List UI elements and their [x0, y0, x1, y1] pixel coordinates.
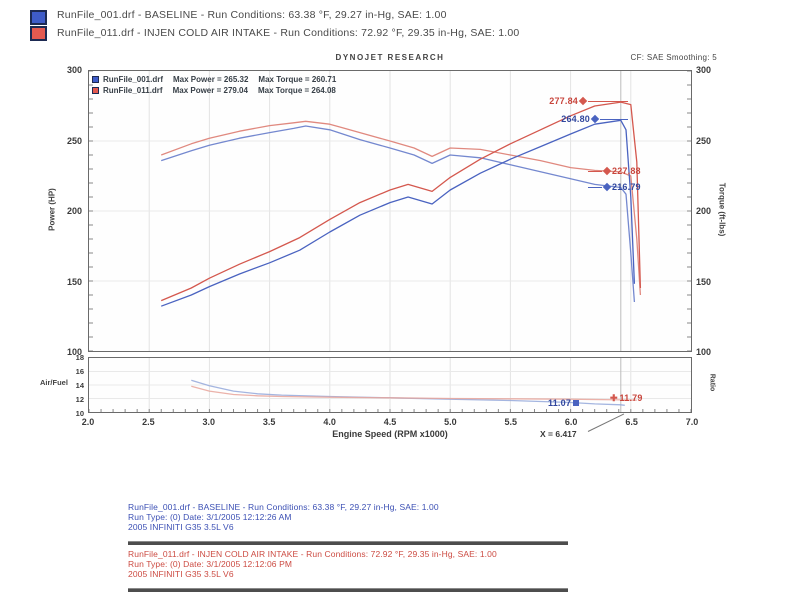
rpm-tick-6.0: 6.0 [564, 417, 578, 427]
baseline-af-value: 11.07 [548, 398, 572, 408]
intake-power-value: 277.84 [549, 96, 578, 106]
intake-max-power: Max Power = 279.04 [172, 85, 248, 95]
torque-axis-ticks: 300 250 200 150 100 [696, 65, 722, 357]
power-tick-200: 200 [66, 206, 82, 216]
af-tick-10: 10 [75, 409, 84, 418]
baseline-info-line3: 2005 INFINITI G35 3.5L V6 [128, 522, 234, 532]
power-axis-title: Power (HP) [47, 188, 57, 231]
rpm-tick-3.0: 3.0 [202, 417, 216, 427]
torque-tick-150: 150 [696, 276, 712, 287]
rpm-tick-4.0: 4.0 [323, 417, 336, 427]
rpm-tick-7.0: 7.0 [685, 417, 699, 427]
baseline-af-callout: 11.07 [548, 398, 581, 408]
baseline-power-leader-line [600, 118, 628, 120]
footer-divider-top [128, 541, 568, 545]
baseline-info-line1: RunFile_001.drf - BASELINE - Run Conditi… [128, 502, 439, 512]
legend-row-intake: RunFile_011.drf Max Power = 279.04 Max Tor… [92, 85, 346, 95]
intake-info-line2: Run Type: (0) Date: 3/1/2005 12:12:06 PM [128, 559, 293, 569]
power-tick-300: 300 [66, 65, 82, 75]
baseline-power-marker-icon [590, 114, 600, 124]
intake-run-info: RunFile_011.drf - INJEN COLD AIR INTAKE … [128, 549, 497, 579]
baseline-af-marker-icon [573, 400, 580, 406]
intake-power-leader-line [588, 100, 628, 102]
baseline-torque-value: 216.79 [612, 182, 641, 192]
intake-af-callout: ✚ 11.79 [610, 393, 643, 403]
af-tick-12: 12 [75, 395, 84, 404]
baseline-info-line2: Run Type: (0) Date: 3/1/2005 12:12:26 AM [128, 512, 292, 522]
air-fuel-plot [88, 358, 692, 412]
baseline-torque-callout: 216.79 [588, 182, 641, 192]
intake-info-line1: RunFile_011.drf - INJEN COLD AIR INTAKE … [128, 549, 497, 559]
footer-divider-bottom [128, 588, 568, 592]
power-torque-chart [88, 70, 692, 352]
header-run-baseline: RunFile_001.drf - BASELINE - Run Conditi… [57, 9, 447, 21]
torque-tick-100: 100 [696, 347, 712, 357]
baseline-power-value: 264.80 [561, 114, 590, 124]
cursor-position-label: X = 6.417 [540, 429, 577, 439]
intake-legend-swatch [92, 86, 99, 94]
intake-af-value: 11.79 [619, 393, 643, 403]
baseline-max-power: Max Power = 265.32 [173, 74, 249, 84]
af-tick-16: 16 [75, 367, 84, 376]
baseline-color-swatch [30, 10, 47, 25]
air-fuel-axis-title: Air/Fuel [40, 378, 68, 387]
power-tick-250: 250 [66, 135, 82, 146]
dynojet-brand-title: DYNOJET RESEARCH [335, 53, 445, 62]
baseline-power-callout: 264.80 [498, 114, 628, 124]
intake-torque-leader-line [588, 170, 602, 172]
torque-axis-title: Torque (ft-lbs) [717, 182, 727, 237]
baseline-legend-file: RunFile_001.drf [103, 74, 164, 84]
air-fuel-right-title: Ratio [708, 373, 716, 392]
rpm-axis-ticks: 2.0 2.5 3.0 3.5 4.0 4.5 5.0 5.5 6.0 6.5 7.0 [82, 417, 699, 429]
rpm-tick-2.5: 2.5 [142, 417, 155, 427]
power-axis-ticks: 300 250 200 150 100 [58, 65, 84, 357]
af-tick-18: 18 [75, 353, 84, 362]
rpm-tick-3.5: 3.5 [262, 417, 276, 427]
legend-row-baseline: RunFile_001.drf Max Power = 265.32 Max Tor… [92, 74, 346, 84]
baseline-run-info: RunFile_001.drf - BASELINE - Run Conditi… [128, 502, 439, 532]
baseline-torque-leader-line [588, 186, 602, 188]
intake-torque-value: 227.88 [612, 166, 641, 176]
torque-tick-300: 300 [696, 65, 712, 75]
intake-torque-marker-icon [602, 166, 612, 176]
rpm-tick-5.5: 5.5 [504, 417, 518, 427]
air-fuel-chart [88, 357, 692, 413]
intake-power-callout: 277.84 [498, 96, 628, 106]
run-color-key [30, 10, 47, 41]
rpm-tick-4.5: 4.5 [383, 417, 397, 427]
chart-legend: RunFile_001.drf Max Power = 265.32 Max Tor… [92, 74, 346, 96]
intake-legend-file: RunFile_011.drf [103, 85, 163, 95]
intake-torque-callout: 227.88 [588, 166, 641, 176]
intake-power-marker-icon [578, 96, 588, 106]
baseline-max-torque: Max Torque = 260.71 [258, 74, 337, 84]
rpm-tick-6.5: 6.5 [625, 417, 638, 427]
intake-af-marker-icon: ✚ [610, 392, 618, 403]
header-run-intake: RunFile_011.drf - INJEN COLD AIR INTAKE … [57, 27, 520, 39]
rpm-tick-2.0: 2.0 [81, 417, 95, 427]
intake-info-line3: 2005 INFINITI G35 3.5L V6 [128, 569, 234, 579]
air-fuel-axis-ticks: 18 16 14 12 10 [62, 353, 84, 418]
power-tick-150: 150 [66, 276, 82, 287]
baseline-torque-marker-icon [602, 182, 612, 192]
af-tick-14: 14 [75, 381, 84, 390]
torque-tick-250: 250 [696, 135, 712, 146]
power-tick-100: 100 [66, 347, 82, 357]
intake-color-swatch [30, 26, 47, 41]
correction-smoothing-label: CF: SAE Smoothing: 5 [630, 53, 717, 62]
rpm-tick-5.0: 5.0 [444, 417, 457, 427]
torque-tick-200: 200 [696, 206, 712, 216]
intake-max-torque: Max Torque = 264.08 [257, 85, 336, 95]
rpm-axis-title: Engine Speed (RPM x1000) [332, 429, 448, 439]
baseline-legend-swatch [92, 75, 99, 83]
power-torque-plot [89, 70, 691, 352]
